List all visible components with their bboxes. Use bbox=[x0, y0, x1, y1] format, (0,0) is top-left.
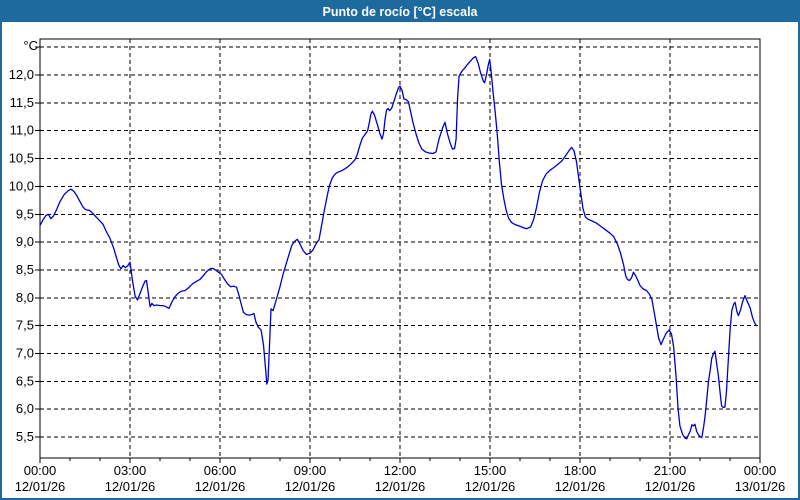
y-tick-label: 12,0 bbox=[9, 67, 34, 82]
x-tick-time-label: 18:00 bbox=[564, 463, 597, 478]
x-tick-date-label: 12/01/26 bbox=[105, 479, 156, 494]
x-tick-date-label: 12/01/26 bbox=[15, 479, 66, 494]
x-tick-time-label: 06:00 bbox=[204, 463, 237, 478]
x-tick-time-label: 15:00 bbox=[474, 463, 507, 478]
x-tick-time-label: 21:00 bbox=[654, 463, 687, 478]
x-tick-time-label: 00:00 bbox=[24, 463, 57, 478]
y-tick-label: 10,5 bbox=[9, 151, 34, 166]
plot-frame bbox=[39, 38, 761, 459]
y-tick-label: 9,5 bbox=[16, 206, 34, 221]
x-tick-date-label: 13/01/26 bbox=[735, 479, 786, 494]
x-tick-date-label: 12/01/26 bbox=[645, 479, 696, 494]
y-tick-label: 11,0 bbox=[10, 123, 34, 138]
y-tick-label: 8,0 bbox=[16, 290, 34, 305]
y-tick-label: 7,0 bbox=[16, 346, 34, 361]
y-tick-label: 9,0 bbox=[16, 234, 34, 249]
x-tick-date-label: 12/01/26 bbox=[465, 479, 516, 494]
y-tick-label: 5,5 bbox=[16, 429, 34, 444]
window-title: Punto de rocío [°C] escala bbox=[322, 5, 478, 19]
x-tick-time-label: 09:00 bbox=[294, 463, 327, 478]
x-tick-date-label: 12/01/26 bbox=[195, 479, 246, 494]
y-tick-label: 7,5 bbox=[16, 318, 34, 333]
x-tick-date-label: 12/01/26 bbox=[555, 479, 606, 494]
y-tick-label: 11,5 bbox=[10, 95, 34, 110]
y-tick-label: 6,5 bbox=[16, 373, 34, 388]
y-tick-label: 10,0 bbox=[9, 178, 34, 193]
title-bar[interactable]: Punto de rocío [°C] escala bbox=[2, 2, 798, 22]
x-tick-time-label: 03:00 bbox=[114, 463, 147, 478]
y-tick-label: 6,0 bbox=[16, 401, 34, 416]
x-tick-date-label: 12/01/26 bbox=[375, 479, 426, 494]
dewpoint-series-line bbox=[39, 55, 758, 440]
x-tick-time-label: 12:00 bbox=[384, 463, 417, 478]
y-axis-unit-label: °C bbox=[23, 38, 38, 53]
x-tick-date-label: 12/01/26 bbox=[285, 479, 336, 494]
y-tick-label: 8,5 bbox=[16, 262, 34, 277]
x-tick-time-label: 00:00 bbox=[744, 463, 777, 478]
